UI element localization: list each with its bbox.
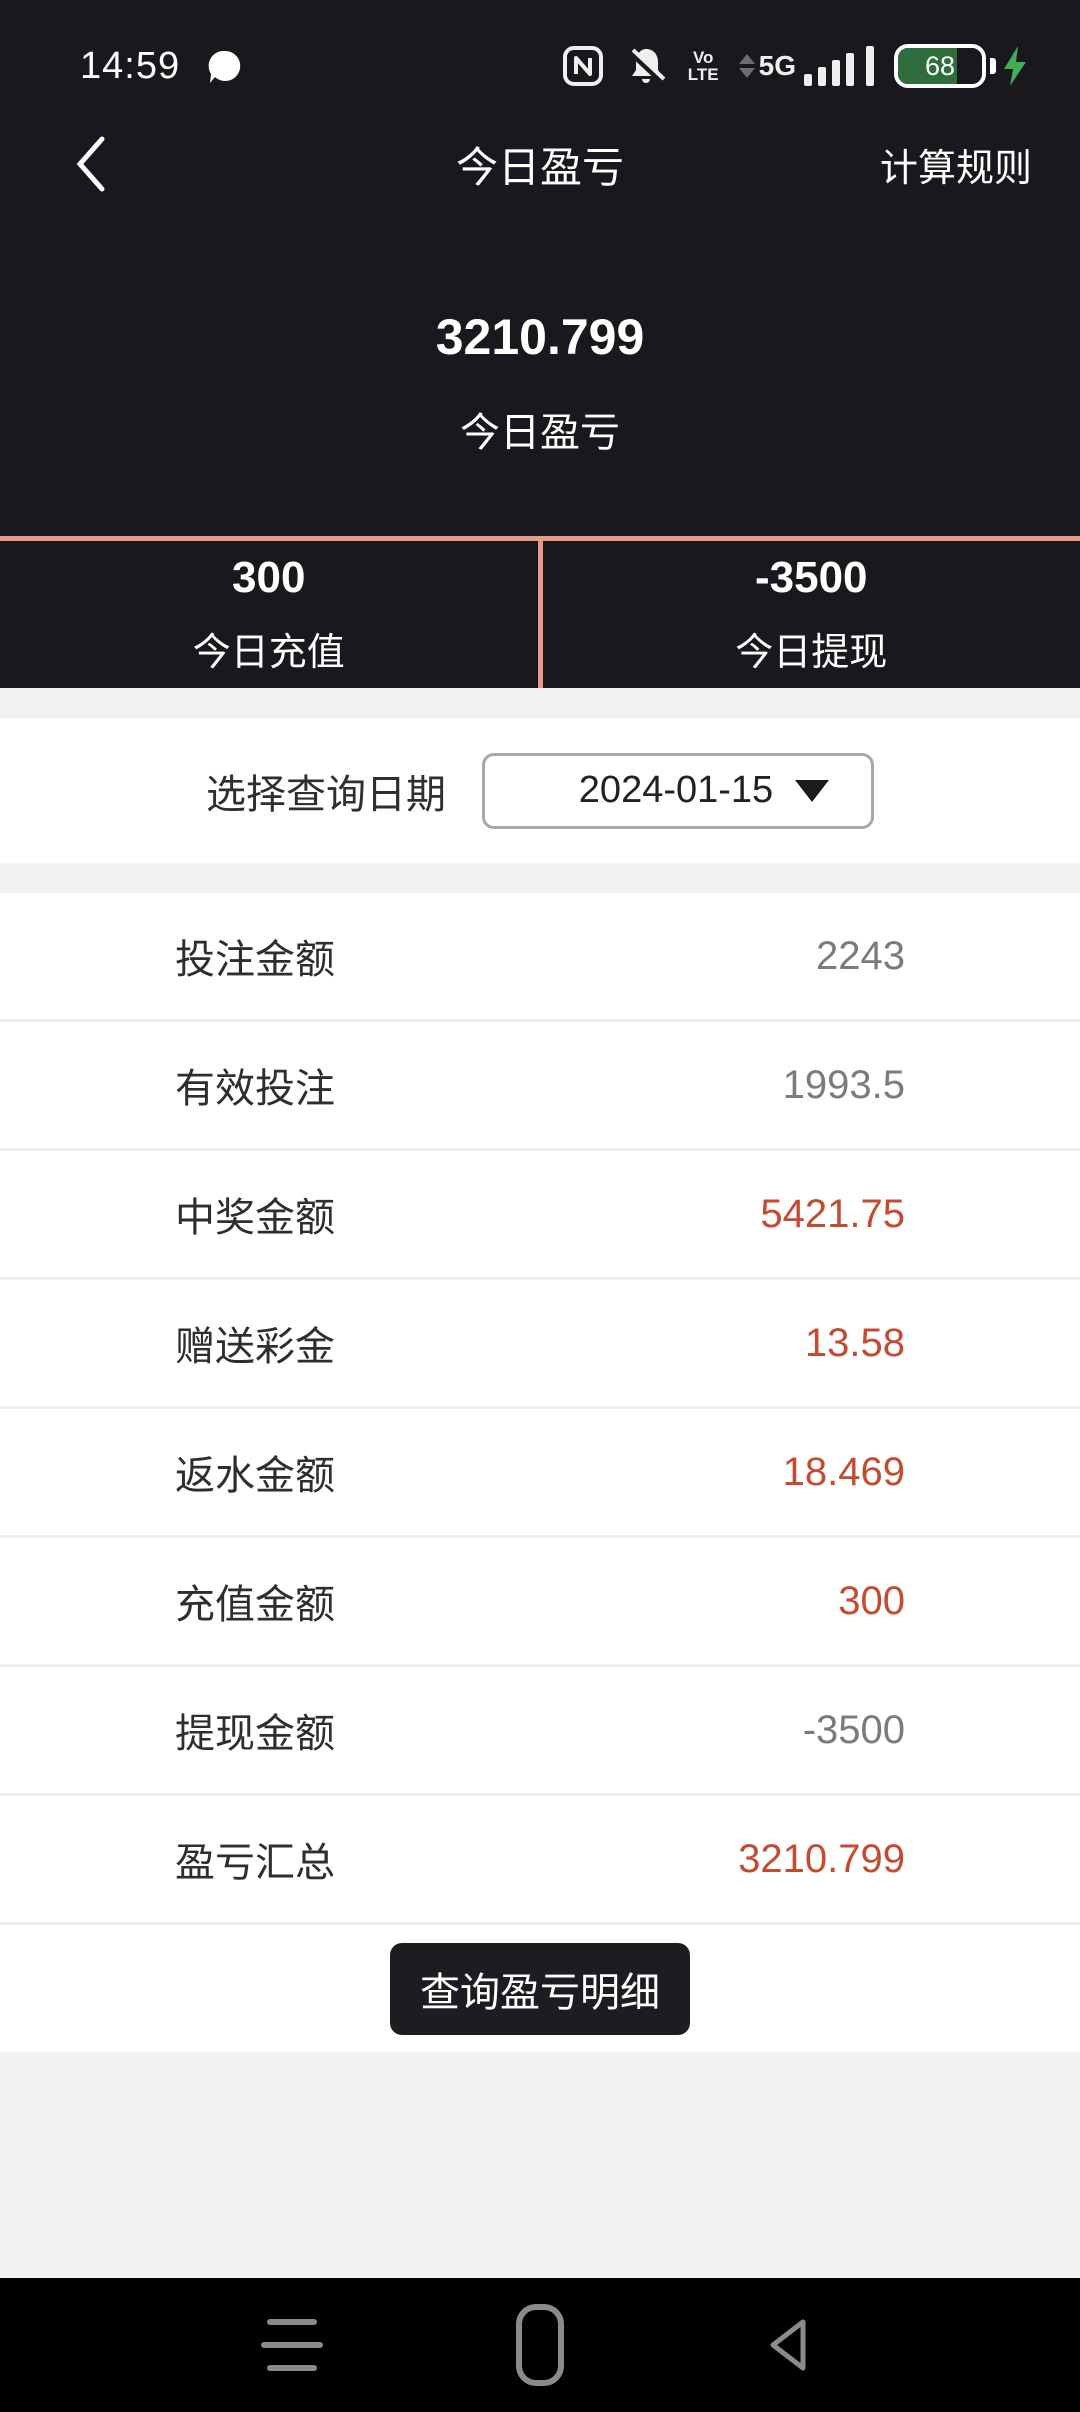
back-chevron-icon — [76, 136, 105, 192]
empty-area — [0, 2052, 1080, 2278]
nfc-icon — [562, 45, 604, 87]
row-value: 2243 — [816, 933, 905, 978]
recharge-label: 今日充值 — [192, 632, 345, 674]
date-select-dropdown[interactable]: 2024-01-15 — [482, 752, 874, 829]
row-label: 提现金额 — [175, 1712, 335, 1756]
stats-table: 投注金额 2243 有效投注 1993.5 中奖金额 5421.75 赠送彩金 … — [0, 893, 1080, 1925]
page-title: 今日盈亏 — [455, 143, 624, 191]
chat-bubble-icon — [204, 47, 244, 87]
table-row: 提现金额 -3500 — [0, 1667, 1080, 1796]
home-icon — [516, 2304, 564, 2386]
table-row: 有效投注 1993.5 — [0, 1022, 1080, 1151]
table-row: 赠送彩金 13.58 — [0, 1280, 1080, 1409]
table-row: 返水金额 18.469 — [0, 1409, 1080, 1538]
volte-icon: Vo LTE — [687, 48, 719, 84]
table-row: 充值金额 300 — [0, 1538, 1080, 1667]
row-label: 返水金额 — [175, 1454, 335, 1498]
summary-label: 今日盈亏 — [460, 411, 620, 455]
withdraw-label: 今日提现 — [735, 632, 888, 674]
charging-bolt-icon — [1004, 46, 1026, 86]
row-value: 1993.5 — [782, 1062, 905, 1107]
button-row: 查询盈亏明细 — [0, 1925, 1080, 2052]
recharge-value: 300 — [232, 553, 306, 602]
today-recharge-cell: 300 今日充值 — [0, 541, 538, 688]
section-gap — [0, 688, 1080, 718]
row-label: 有效投注 — [175, 1067, 335, 1111]
calc-rules-link[interactable]: 计算规则 — [879, 147, 1032, 190]
battery-percent: 68 — [924, 50, 956, 81]
today-withdraw-cell: -3500 今日提现 — [537, 541, 1080, 688]
row-value: 18.469 — [782, 1449, 905, 1494]
recents-button[interactable] — [250, 2319, 334, 2371]
top-dark-section: 14:59 — [0, 0, 1080, 536]
battery-icon: 68 — [894, 44, 1030, 88]
notifications-muted-icon — [624, 44, 668, 88]
row-value: -3500 — [802, 1707, 905, 1752]
date-picker-row: 选择查询日期 2024-01-15 — [0, 718, 1080, 863]
section-gap — [0, 863, 1080, 893]
row-label: 盈亏汇总 — [175, 1841, 335, 1885]
row-value: 5421.75 — [760, 1191, 905, 1236]
row-value: 300 — [838, 1578, 905, 1623]
status-bar: 14:59 — [0, 0, 1080, 100]
profit-summary: 3210.799 今日盈亏 — [0, 228, 1080, 536]
summary-amount: 3210.799 — [435, 309, 645, 365]
row-value: 3210.799 — [738, 1836, 905, 1881]
row-label: 投注金额 — [175, 938, 335, 982]
row-label: 中奖金额 — [175, 1196, 335, 1240]
table-row: 投注金额 2243 — [0, 893, 1080, 1022]
clock: 14:59 — [80, 45, 181, 87]
recents-icon — [261, 2319, 323, 2371]
row-value: 13.58 — [804, 1320, 905, 1365]
back-triangle-icon — [770, 2319, 806, 2371]
home-button[interactable] — [498, 2304, 582, 2386]
withdraw-value: -3500 — [754, 553, 868, 602]
today-stats: 300 今日充值 -3500 今日提现 — [0, 536, 1080, 688]
date-picker-label: 选择查询日期 — [206, 772, 446, 817]
table-row: 中奖金额 5421.75 — [0, 1151, 1080, 1280]
table-row: 盈亏汇总 3210.799 — [0, 1796, 1080, 1925]
row-label: 赠送彩金 — [175, 1325, 335, 1369]
android-nav-bar — [0, 2278, 1080, 2412]
query-detail-button[interactable]: 查询盈亏明细 — [390, 1942, 690, 2035]
network-signal-icon: 5G — [738, 46, 874, 86]
selected-date: 2024-01-15 — [578, 769, 774, 811]
chevron-down-icon — [794, 779, 829, 802]
app-header: 今日盈亏 计算规则 — [0, 100, 1080, 228]
back-button[interactable] — [68, 131, 114, 197]
back-nav-button[interactable] — [746, 2314, 830, 2376]
row-label: 充值金额 — [175, 1583, 335, 1627]
